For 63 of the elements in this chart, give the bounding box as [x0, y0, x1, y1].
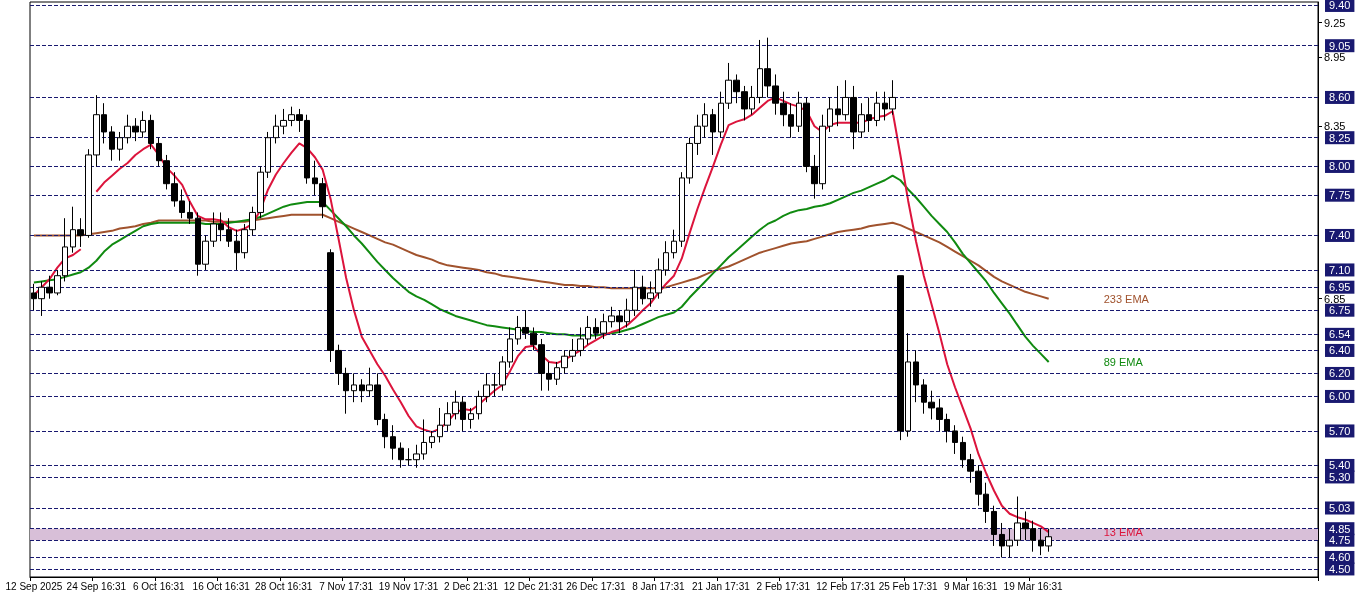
text: 89 EMA [1103, 355, 1144, 368]
x-tick-label: 9 Mar 16:31 [943, 580, 998, 592]
ref-line-label: 5.03 [1329, 502, 1351, 514]
ref-line-label: 5.30 [1329, 470, 1351, 483]
candlestick [952, 424, 958, 455]
ref-line-label: 5.40 [1329, 459, 1351, 472]
ref-line-label: 9.05 [1329, 39, 1351, 52]
ref-line-label: 6.54 [1329, 328, 1351, 341]
candlestick [398, 441, 404, 469]
x-tick-label: 24 Sep 16:31 [66, 580, 127, 592]
ref-line-label: 8.00 [1329, 160, 1351, 173]
line-series [32, 213, 1050, 300]
x-tick-label: 21 Jan 17:31 [691, 580, 751, 592]
ref-line-label: 4.75 [1329, 534, 1351, 547]
candlestick [671, 229, 677, 259]
x-tick-label: 2 Dec 21:31 [444, 580, 499, 592]
ref-line-label: 6.95 [1329, 281, 1351, 294]
x-tick-label: 25 Feb 17:31 [878, 580, 939, 592]
ref-line-label: 9.40 [1329, 0, 1351, 12]
ref-line-label: 5.70 [1329, 424, 1351, 437]
ref-line-label: 8.25 [1329, 131, 1351, 144]
ref-line-label: 8.60 [1329, 91, 1351, 104]
y-tick-label: 9.25 [1324, 16, 1346, 29]
candlestick [429, 430, 435, 449]
ref-line-label: 6.40 [1329, 344, 1351, 357]
line-series [32, 174, 1050, 363]
ref-line-label: 6.75 [1329, 304, 1351, 317]
x-tick-label: 7 Nov 17:31 [319, 580, 374, 592]
x-tick-label: 6 Oct 16:31 [132, 580, 186, 592]
x-tick-label: 26 Dec 17:31 [566, 580, 627, 592]
ref-line-label: 4.50 [1329, 562, 1351, 575]
candlestick [148, 114, 154, 150]
ref-line-label: 7.40 [1329, 229, 1351, 242]
candlestick [468, 407, 474, 430]
y-tick-label: 8.95 [1324, 51, 1346, 64]
x-tick-label: 28 Oct 16:31 [255, 580, 313, 592]
x-tick-label: 12 Dec 21:31 [503, 580, 564, 592]
ref-line-label: 6.20 [1329, 367, 1351, 380]
x-tick-label: 19 Mar 16:31 [1003, 580, 1063, 592]
y-tick-label: 8.35 [1324, 120, 1346, 133]
x-tick-label: 12 Sep 2025 [5, 580, 63, 592]
text: 233 EMA [1103, 292, 1150, 305]
ref-line-label: 4.60 [1329, 551, 1351, 564]
candlestick [913, 349, 919, 403]
x-tick-label: 12 Feb 17:31 [816, 580, 876, 592]
x-tick-label: 19 Nov 17:31 [378, 580, 439, 592]
y-tick-label: 6.85 [1324, 292, 1346, 305]
ref-line-label: 7.75 [1329, 189, 1351, 202]
candlestick [187, 200, 193, 225]
x-tick-label: 8 Jan 17:31 [632, 580, 685, 592]
ref-line-label: 7.10 [1329, 263, 1351, 276]
candlestick [874, 91, 880, 127]
candlestick [710, 108, 716, 156]
ref-line-label: 6.00 [1329, 390, 1351, 403]
x-tick-label: 2 Feb 17:31 [756, 580, 811, 592]
candlestick [632, 269, 638, 317]
ref-line-label: 4.85 [1329, 522, 1351, 535]
candlestick [351, 372, 357, 403]
candlestick [226, 217, 232, 248]
candlestick [991, 505, 997, 547]
candlestick [390, 424, 396, 461]
candlestick [109, 125, 115, 162]
x-tick-label: 16 Oct 16:31 [192, 580, 251, 592]
